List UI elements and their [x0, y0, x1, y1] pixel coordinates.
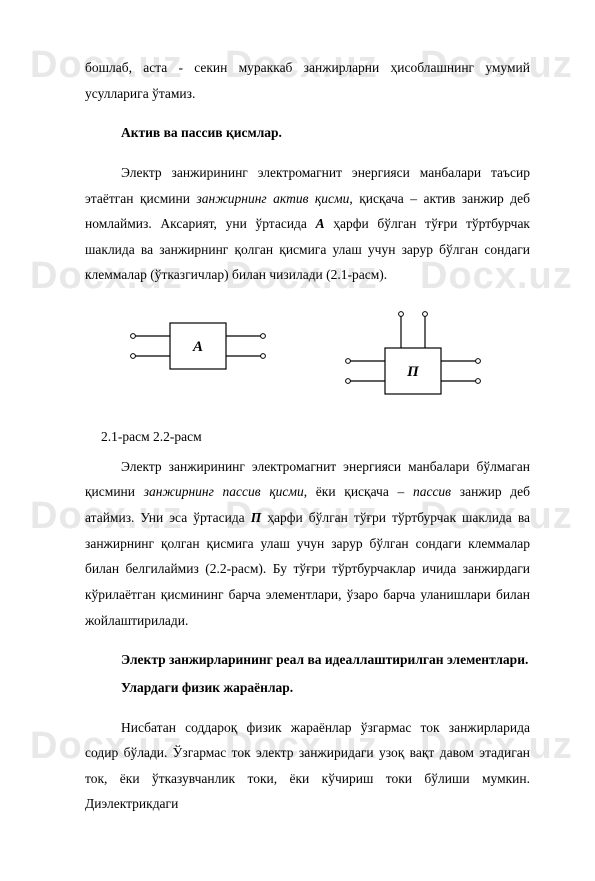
- figure-caption: 2.1-расм 2.2-расм: [101, 424, 530, 450]
- diagram-label-p: П: [406, 364, 420, 380]
- section-heading-processes: Улардаги физик жараёнлар.: [85, 675, 530, 701]
- page-content: бошлаб, аста - секин мураккаб занжирларн…: [0, 0, 595, 881]
- paragraph-active: Электр занжирининг электромагнит энергия…: [85, 160, 530, 288]
- paragraph-passive: Электр занжирининг электромагнит энергия…: [85, 454, 530, 633]
- italic-term: занжирнинг актив қисми: [197, 191, 350, 206]
- continuation-paragraph: бошлаб, аста - секин мураккаб занжирларн…: [85, 55, 530, 106]
- diagram-2-1: А: [123, 306, 273, 386]
- text: ҳарфи бўлган тўғри тўртбурчак шаклида ва…: [85, 510, 530, 628]
- section-heading-active-passive: Актив ва пассив қисмлар.: [85, 120, 530, 146]
- italic-term: занжирнинг пассив қисми: [144, 484, 304, 499]
- diagram-2-2: П: [333, 306, 493, 416]
- italic-term: пассив: [413, 484, 451, 499]
- diagram-row: А П: [85, 306, 530, 416]
- letter-a: А: [316, 216, 325, 231]
- letter-p: П: [251, 510, 262, 525]
- section-heading-elements: Электр занжирларининг реал ва идеаллашти…: [85, 647, 530, 673]
- text: , ёки қисқача –: [304, 484, 413, 499]
- paragraph-processes: Нисбатан соддароқ физик жараёнлар ўзгарм…: [85, 715, 530, 818]
- diagram-label-a: А: [191, 339, 202, 355]
